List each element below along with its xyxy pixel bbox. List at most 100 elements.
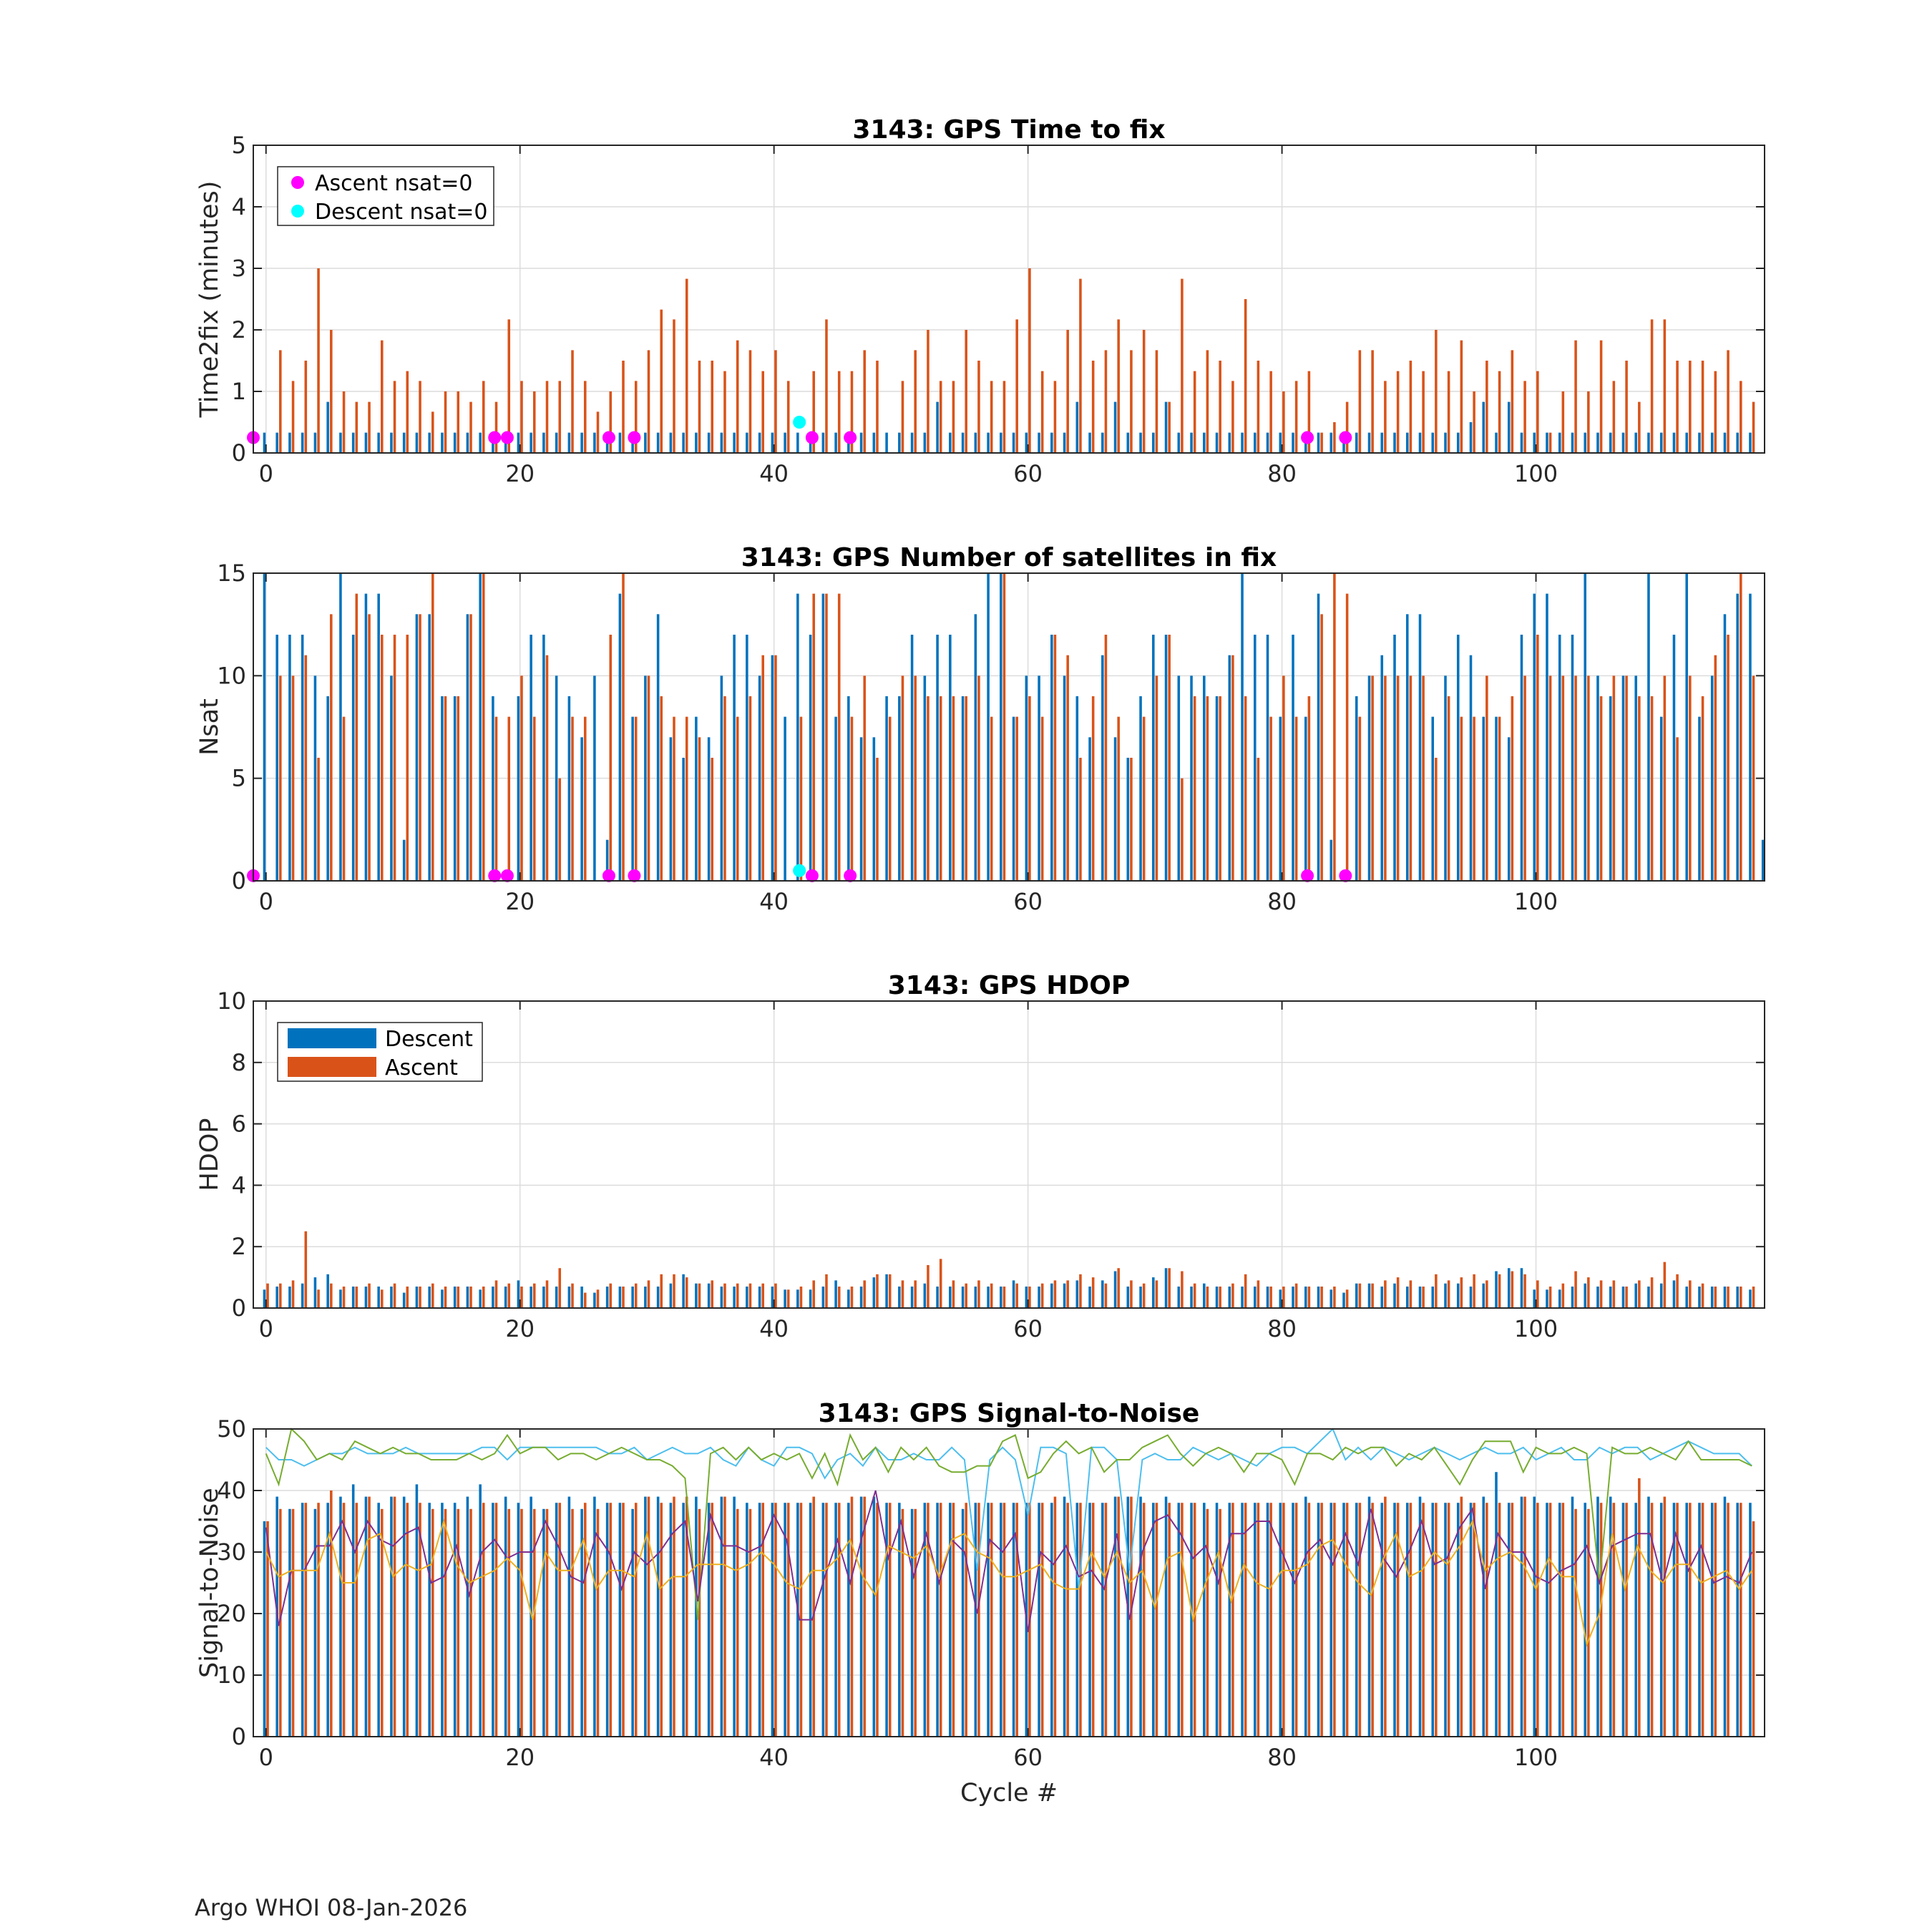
x-tick-label: 60	[1013, 1744, 1043, 1771]
ascent-bar	[381, 340, 384, 453]
descent-bar	[1584, 1503, 1586, 1737]
descent-bar	[784, 1503, 786, 1737]
descent-bar	[1482, 716, 1485, 881]
ascent-bar	[622, 1503, 625, 1737]
descent-bar	[1698, 716, 1701, 881]
descent-bar	[1367, 1496, 1371, 1737]
descent-bar	[961, 1286, 965, 1308]
descent-bar	[1266, 1286, 1269, 1308]
descent-bar	[1279, 432, 1282, 453]
descent-bar	[771, 1286, 774, 1308]
ascent-bar	[1485, 1503, 1488, 1737]
descent-bar	[1456, 635, 1460, 881]
descent-bar	[656, 614, 660, 881]
ascent-bar	[558, 1503, 562, 1737]
ascent-bar	[1193, 696, 1196, 881]
ascent-bar	[419, 614, 421, 881]
ascent-bar	[837, 1503, 841, 1737]
descent-bar	[1723, 614, 1727, 881]
ascent-bar	[1689, 1280, 1692, 1308]
descent-bar	[339, 1289, 342, 1308]
ascent-bar	[1002, 573, 1006, 881]
axes-box	[253, 1000, 1765, 1309]
ascent-bar	[647, 350, 650, 453]
ascent-bar	[673, 1274, 675, 1308]
ascent-bar	[1193, 1283, 1196, 1308]
chart-panel-4: 0 20 40 60 80 100 0 10 20 30 40 50 3143: GPS Signal-…	[195, 1399, 1765, 1807]
descent-bar	[1710, 675, 1714, 881]
x-tick-label: 80	[1267, 1315, 1297, 1342]
descent-bar	[1254, 635, 1257, 881]
ascent-bar	[520, 1286, 523, 1308]
ascent-nsat0-marker	[602, 431, 615, 444]
descent-bar	[415, 1286, 419, 1308]
descent-bar	[1317, 1503, 1320, 1737]
descent-bar	[1088, 432, 1091, 453]
descent-bar	[441, 1503, 444, 1737]
ascent-bar	[1701, 696, 1704, 881]
ascent-bar	[927, 1264, 930, 1308]
ascent-bar	[583, 381, 587, 453]
descent-bar	[1304, 1286, 1307, 1308]
descent-bar	[517, 1280, 520, 1308]
ascent-bar	[1066, 1503, 1069, 1737]
descent-bar	[936, 1503, 939, 1737]
ascent-bar	[1142, 330, 1146, 453]
x-tick-label: 40	[759, 460, 789, 487]
descent-bar	[1012, 716, 1015, 881]
descent-bar	[1647, 1496, 1650, 1737]
descent-bar	[898, 1503, 901, 1737]
descent-bar	[1495, 716, 1498, 881]
descent-bar	[949, 1286, 952, 1308]
legend-label: Ascent	[385, 1055, 458, 1080]
descent-bar	[1609, 1496, 1612, 1737]
ascent-bar	[1574, 1271, 1577, 1308]
descent-bar	[288, 432, 291, 453]
descent-bar	[441, 1289, 444, 1308]
descent-bar	[733, 635, 736, 881]
ascent-bar	[368, 1283, 371, 1308]
descent-bar	[987, 432, 990, 453]
legend-descent-nsat0-marker	[291, 205, 304, 218]
ascent-bar	[1333, 1503, 1336, 1737]
descent-bar	[1405, 432, 1409, 453]
ascent-bar	[799, 1286, 803, 1308]
ascent-bar	[482, 381, 485, 453]
x-tick-label: 80	[1267, 888, 1297, 915]
descent-bar	[834, 1503, 837, 1737]
descent-bar	[1685, 573, 1688, 881]
descent-bar	[746, 635, 748, 881]
ascent-bar	[1130, 758, 1133, 881]
descent-bar	[1038, 1503, 1040, 1737]
descent-bar	[1367, 1283, 1371, 1308]
ascent-bar	[1536, 635, 1539, 881]
ascent-bar	[1333, 422, 1336, 453]
ascent-bar	[888, 1503, 892, 1737]
y-tick-label: 8	[232, 1049, 246, 1076]
ascent-bar	[685, 278, 688, 453]
ascent-bar	[711, 361, 714, 453]
ascent-bar	[1396, 371, 1400, 453]
descent-bar	[517, 432, 520, 453]
descent-bar	[1380, 1503, 1384, 1737]
ascent-bar	[304, 1503, 308, 1737]
descent-bar	[1546, 593, 1548, 881]
ascent-bar	[977, 675, 980, 881]
legend-label: Descent nsat=0	[315, 200, 487, 225]
ascent-bar	[1307, 1286, 1311, 1308]
ascent-bar	[507, 1283, 511, 1308]
ascent-bar	[647, 675, 650, 881]
descent-bar	[821, 1503, 825, 1737]
descent-bar	[1063, 675, 1066, 881]
ascent-bar	[673, 1496, 675, 1737]
ascent-bar	[876, 1274, 879, 1308]
ascent-bar	[355, 1503, 358, 1737]
descent-bar	[351, 432, 355, 453]
axes-box	[253, 1428, 1765, 1737]
ascent-bar	[634, 716, 638, 881]
descent-bar	[415, 614, 419, 881]
ascent-bar	[545, 655, 549, 881]
descent-bar	[1152, 432, 1155, 453]
descent-bar	[910, 635, 914, 881]
x-tick-label: 100	[1514, 888, 1558, 915]
